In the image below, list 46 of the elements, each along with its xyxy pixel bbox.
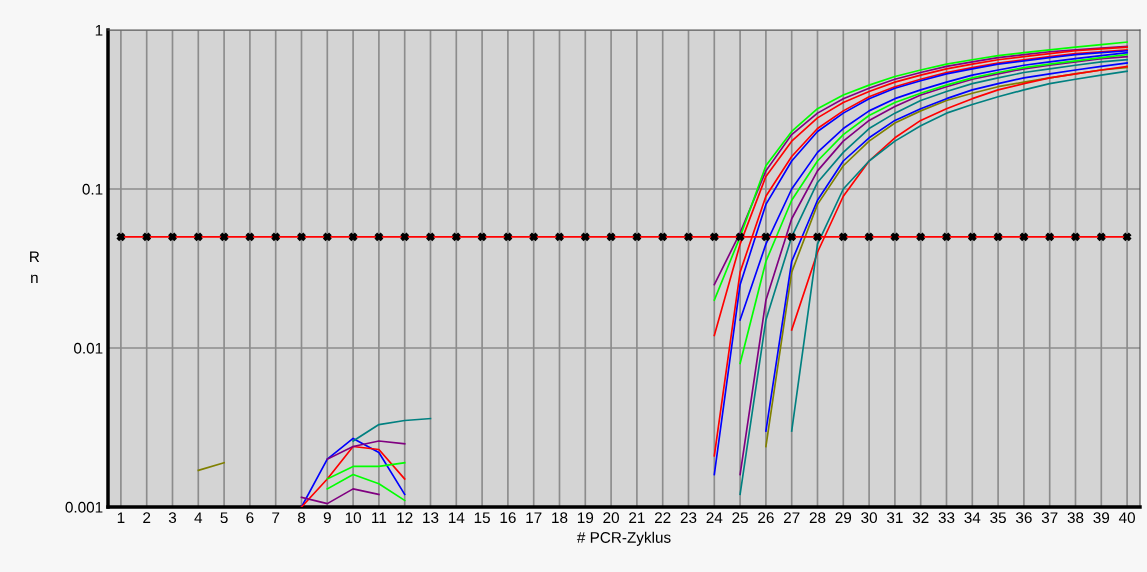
x-tick-label: 12 [397, 512, 413, 523]
x-tick-label: 40 [1118, 512, 1135, 524]
x-tick-label: 15 [474, 512, 490, 524]
x-tick-label: 20 [603, 512, 619, 524]
x-tick-label: 39 [1093, 512, 1110, 524]
x-tick-label: 7 [272, 512, 280, 523]
x-tick-label: 30 [861, 512, 877, 524]
x-tick-label: 28 [809, 512, 826, 524]
x-tick-label: 8 [297, 512, 306, 524]
x-tick-label: 3 [168, 512, 177, 524]
x-tick-label: 16 [500, 512, 516, 524]
x-tick-label: 4 [194, 512, 203, 523]
y-tick-label: 1 [95, 25, 103, 36]
x-tick-label: 27 [783, 512, 800, 523]
x-tick-label: 1 [117, 512, 125, 523]
x-tick-label: 34 [964, 512, 981, 524]
x-tick-label: 31 [886, 512, 903, 524]
x-tick-label: 22 [654, 512, 671, 523]
x-tick-label: 14 [448, 512, 465, 523]
x-tick-label: 33 [938, 512, 955, 524]
x-tick-label: 38 [1067, 512, 1084, 524]
x-tick-label: 6 [246, 512, 254, 524]
x-tick-label: 26 [758, 512, 774, 524]
x-tick-label: 10 [345, 512, 361, 524]
x-tick-label: 35 [990, 512, 1006, 524]
x-tick-label: 24 [706, 512, 723, 523]
x-tick-label: 11 [372, 512, 387, 523]
x-tick-label: 18 [552, 512, 568, 524]
y-tick-label: 0.001 [65, 501, 103, 513]
x-tick-label: 21 [629, 512, 645, 523]
x-tick-label: 32 [912, 512, 929, 524]
x-tick-label: 37 [1041, 512, 1058, 524]
x-tick-label: 2 [143, 512, 151, 523]
x-tick-label: 5 [220, 512, 228, 524]
y-tick-label: 0.1 [82, 183, 103, 195]
x-tick-label: 9 [323, 512, 331, 524]
x-axis-title: # PCR-Zyklus [576, 531, 671, 546]
x-tick-label: 23 [680, 512, 697, 524]
x-tick-label: 13 [423, 512, 439, 524]
y-axis-title: Rn [30, 251, 40, 283]
x-tick-label: 17 [526, 512, 542, 523]
x-tick-label: 29 [835, 512, 852, 524]
x-tick-label: 25 [732, 512, 748, 524]
y-tick-label: 0.01 [74, 342, 103, 354]
x-tick-label: 19 [577, 512, 594, 524]
x-tick-label: 36 [1015, 512, 1032, 524]
